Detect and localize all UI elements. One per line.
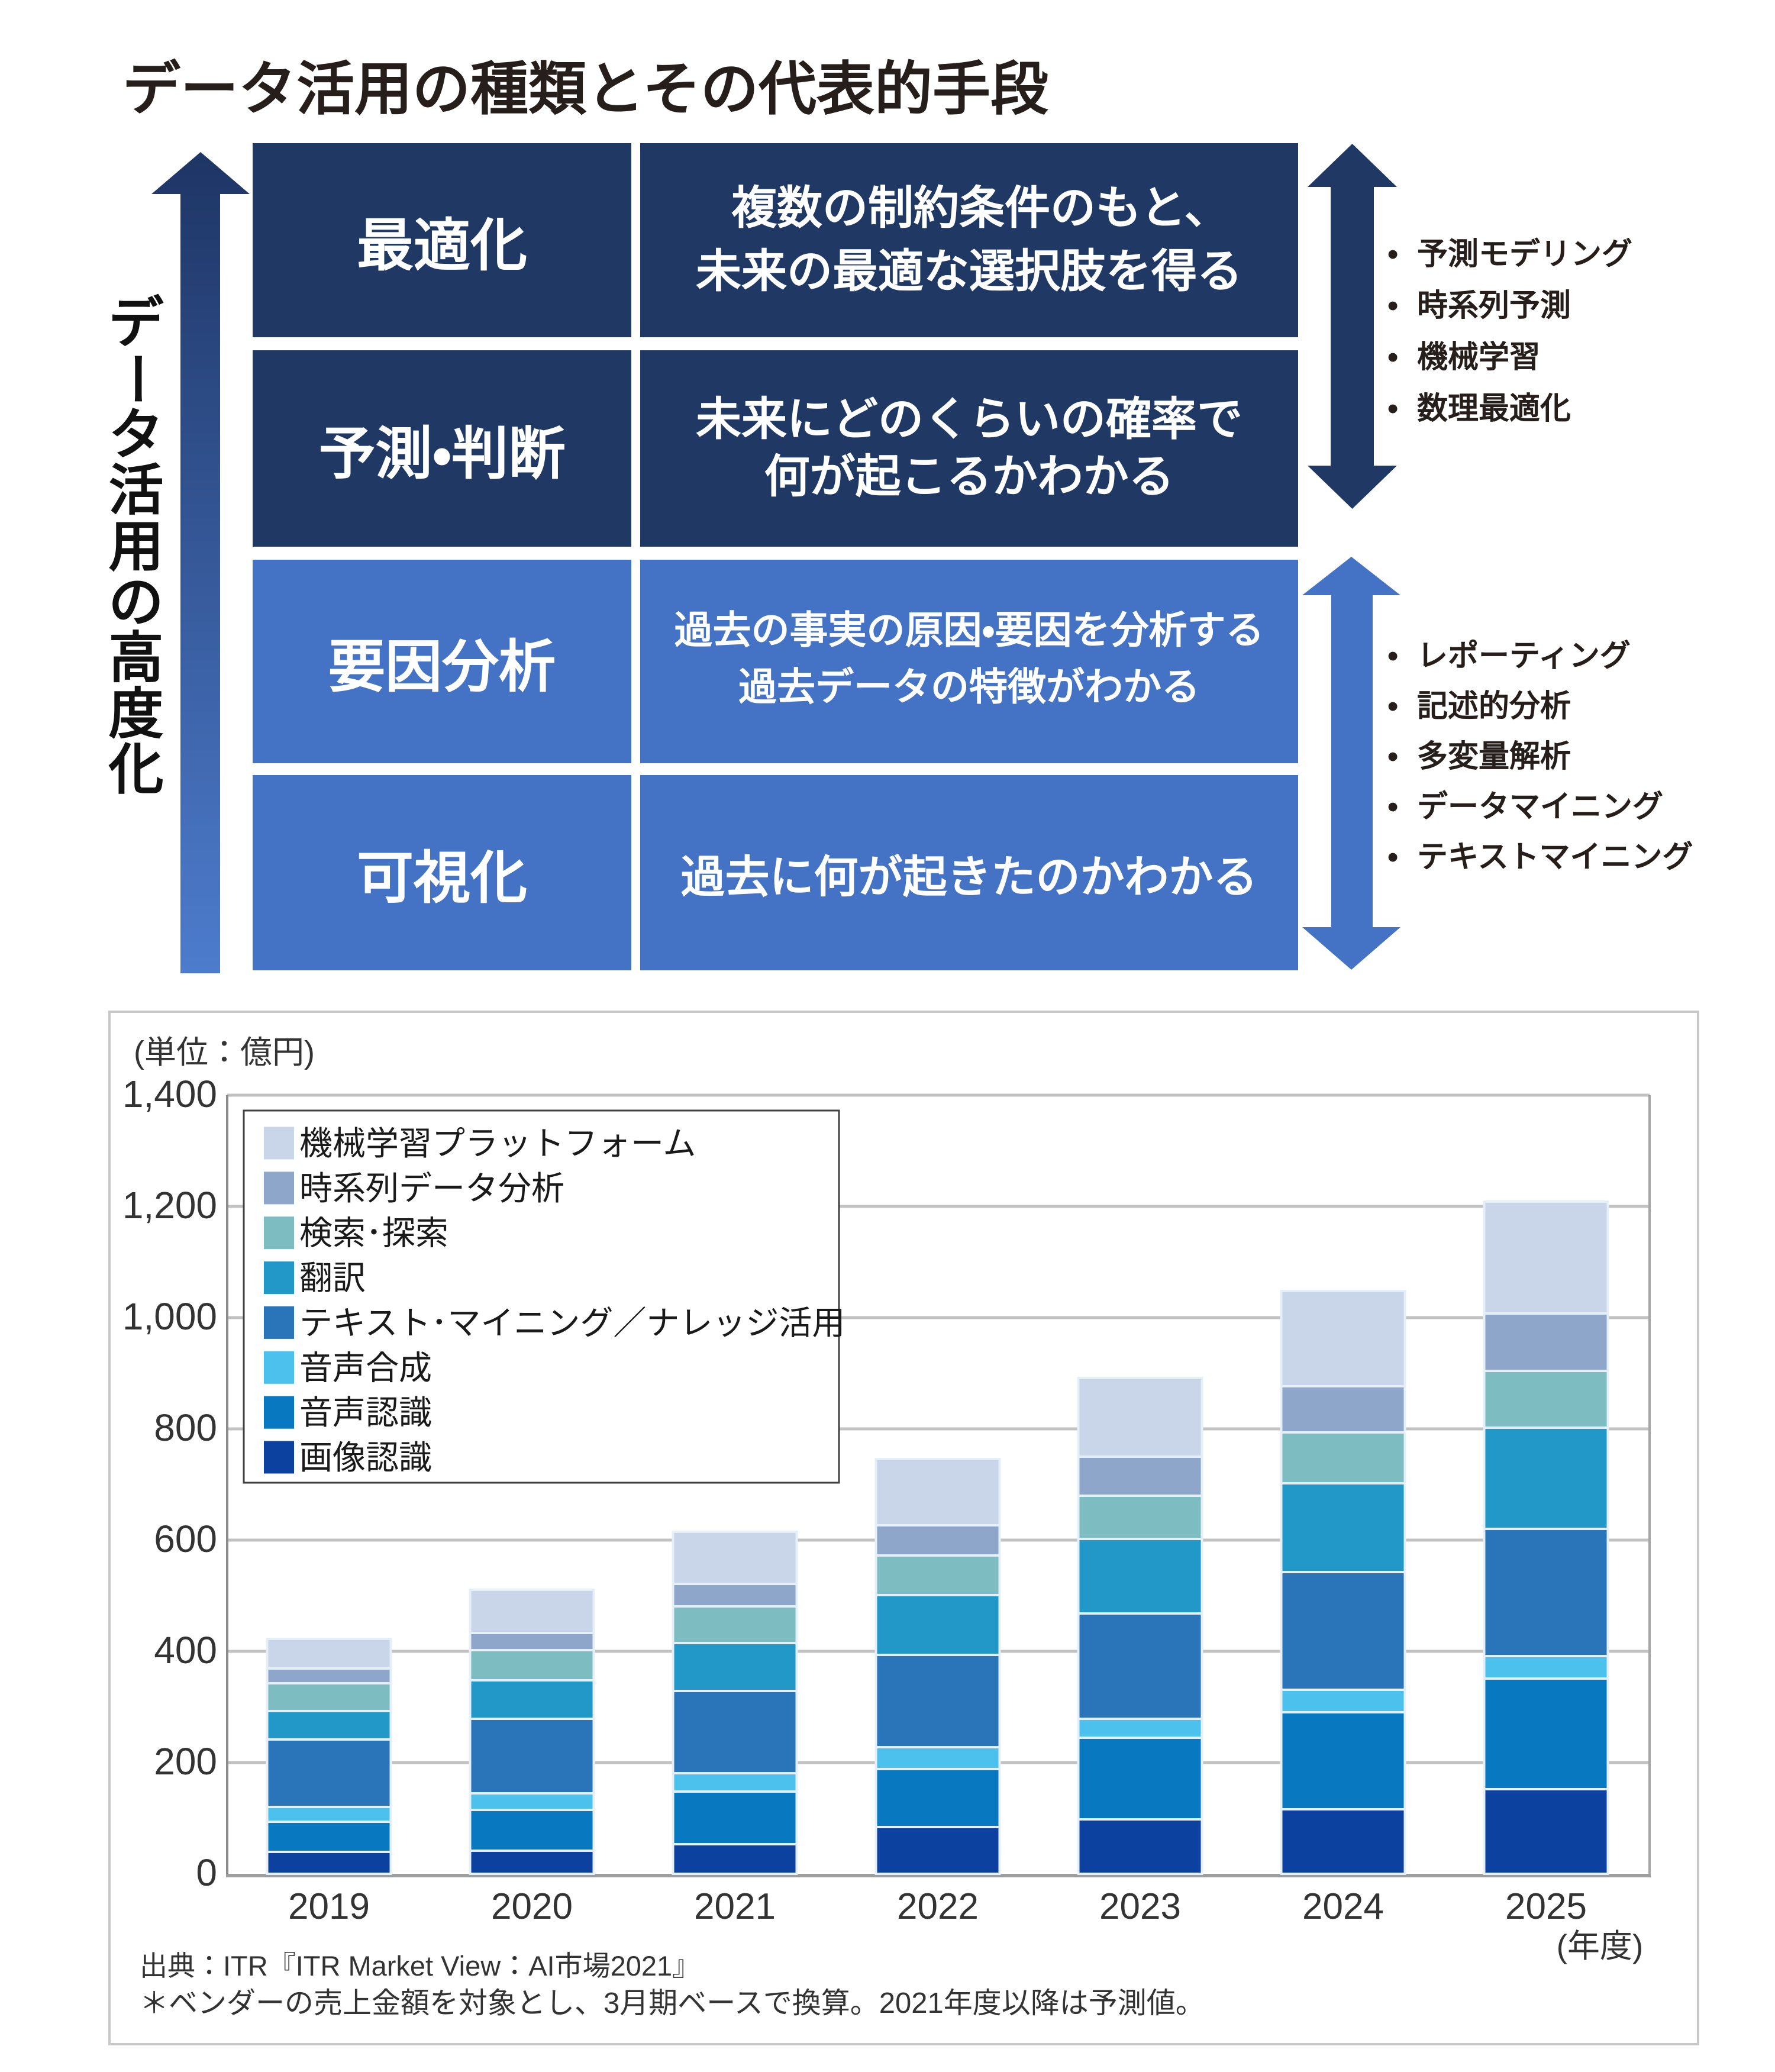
svg-text:200: 200 xyxy=(154,1740,217,1783)
svg-text:音声認識: 音声認識 xyxy=(299,1394,432,1431)
svg-text:時系列データ分析: 時系列データ分析 xyxy=(299,1170,564,1207)
svg-text:出典：ITR『ITR Market View：AI市場202: 出典：ITR『ITR Market View：AI市場2021』 xyxy=(140,1950,700,1981)
svg-text:2022: 2022 xyxy=(897,1886,979,1927)
svg-text:800: 800 xyxy=(154,1406,217,1449)
svg-text:2020: 2020 xyxy=(491,1886,573,1927)
svg-text:2021: 2021 xyxy=(694,1886,776,1927)
svg-text:1,000: 1,000 xyxy=(122,1295,217,1338)
svg-text:2025: 2025 xyxy=(1505,1886,1587,1927)
svg-text:1,400: 1,400 xyxy=(122,1073,217,1115)
svg-text:400: 400 xyxy=(154,1629,217,1671)
svg-text:音声合成: 音声合成 xyxy=(299,1349,432,1386)
svg-text:機械学習プラットフォーム: 機械学習プラットフォーム xyxy=(299,1125,696,1162)
svg-text:テキスト･マイニング／ナレッジ活用: テキスト･マイニング／ナレッジ活用 xyxy=(299,1304,845,1341)
svg-text:(年度): (年度) xyxy=(1557,1928,1644,1964)
svg-text:1,200: 1,200 xyxy=(122,1184,217,1227)
svg-text:＊ベンダーの売上金額を対象とし、3月期ベースで換算。2021: ＊ベンダーの売上金額を対象とし、3月期ベースで換算。2021年度以降は予測値。 xyxy=(140,1987,1205,2019)
svg-text:2019: 2019 xyxy=(288,1886,370,1927)
svg-text:0: 0 xyxy=(196,1851,217,1894)
svg-text:600: 600 xyxy=(154,1518,217,1560)
svg-text:画像認識: 画像認識 xyxy=(299,1439,432,1476)
svg-text:(単位：億円): (単位：億円) xyxy=(134,1035,315,1070)
svg-text:検索･探索: 検索･探索 xyxy=(299,1215,448,1252)
svg-text:2024: 2024 xyxy=(1302,1886,1384,1927)
svg-text:翻訳: 翻訳 xyxy=(299,1260,366,1297)
svg-text:2023: 2023 xyxy=(1099,1886,1181,1927)
